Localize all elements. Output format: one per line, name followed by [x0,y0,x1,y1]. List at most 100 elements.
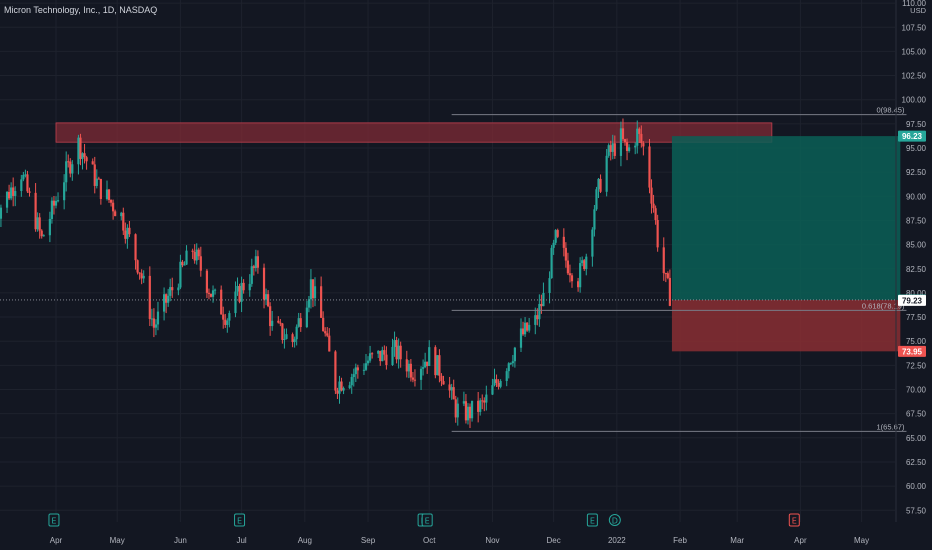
price-tick-label: 105.00 [902,47,927,56]
candle-body [619,128,623,156]
candle-body [409,363,412,378]
candle-body [236,286,239,292]
event-marker-label: E [590,517,595,526]
candle-body [397,345,400,360]
resistance-zone [55,122,773,143]
candle-body [377,350,380,354]
event-marker-label: E [237,517,242,526]
price-tick-label: 102.50 [902,72,927,81]
candle-body [177,287,180,291]
candle-body [234,291,237,314]
time-axis[interactable]: Apr May Jun Jul Aug Sep Oct Nov Dec 2022 Feb Mar Apr… [50,536,869,545]
event-marker-label: D [612,517,618,526]
symbol-title: Micron Technology, Inc., 1D, NASDAQ [4,5,158,15]
candle-body [426,361,429,366]
candle-body [334,351,337,391]
candle-body [291,334,294,343]
candle-body [162,294,166,312]
candle-body [391,346,394,366]
candle-body [462,401,465,404]
price-tick-label: 57.50 [906,506,927,515]
candle-body [413,379,417,381]
candle-body [585,256,588,270]
candle-body [56,200,60,202]
price-axis[interactable]: 110.00 107.50 105.00 102.50 100.00 97.50 95.00… [895,0,927,522]
candle-body [38,217,41,231]
candle-body [114,211,117,217]
price-tick-label: 82.50 [906,265,927,274]
candle-body [442,381,445,385]
time-axis-label: Jun [174,536,187,545]
candle-body [348,385,351,389]
candle-body [107,189,111,200]
candle-body [24,174,27,176]
candle-body [393,340,396,347]
candle-body [411,377,415,380]
price-tick-label: 80.00 [906,289,927,298]
candle-body [466,406,470,421]
time-axis-label: Feb [673,536,687,545]
price-tick-label: 75.00 [906,337,927,346]
candle-body [309,279,313,300]
candle-body [240,282,243,302]
candle-body [519,328,523,348]
candle-body [621,128,625,140]
candle-body [609,145,612,152]
time-axis-label: 2022 [608,536,626,545]
candle-body [362,369,366,371]
candle-body [599,178,602,192]
candle-body [279,322,282,324]
candle-body [636,128,639,146]
candle-body [485,394,488,403]
candle-body [605,155,608,192]
candle-body [562,236,565,248]
earnings-icon [586,513,598,527]
candle-body [293,339,296,343]
candle-body [285,334,288,339]
candle-body [354,367,357,375]
candle-body [336,390,339,394]
candle-body [483,400,486,403]
fib-level-label: 0(98.45) [877,106,905,115]
candle-body [228,313,231,321]
time-axis-label: Mar [730,536,744,545]
candle-body [150,318,153,320]
candle-body [34,192,37,230]
candle-body [271,320,274,327]
candle-body [383,350,386,355]
time-axis-label: Aug [298,536,312,545]
candle-body [654,208,657,221]
candle-body [77,137,80,165]
candle-body [207,292,211,294]
candle-body [28,191,31,193]
candle-body [650,187,653,204]
dividend-marker: D [608,514,621,526]
candle-body [224,319,227,325]
candle-body [664,273,667,275]
candle-body [254,256,257,268]
candle-body [548,278,551,293]
candle-body [262,267,266,300]
candle-body [450,387,453,391]
candle-body [448,384,451,391]
candle-body [326,333,329,336]
candle-body [250,266,253,284]
candle-body [154,324,158,328]
candle-body [183,264,186,266]
drawing-overlays: 0(98.45) 0.618(78.19) 1(65.67) [0,106,907,432]
candle-body [211,290,215,297]
candle-body [526,322,529,331]
candle-body [479,400,482,412]
candle-body [595,189,598,210]
candle-body [22,174,25,180]
candle-body [67,161,70,163]
price-tick-label: 70.00 [906,386,927,395]
candle-body [205,270,209,293]
candle-body [36,217,39,230]
candle-body [171,287,174,291]
stop-loss-zone [671,299,901,352]
price-badge-label: 79.23 [902,296,923,305]
price-tick-label: 67.50 [906,410,927,419]
earnings-marker: E [234,513,246,527]
